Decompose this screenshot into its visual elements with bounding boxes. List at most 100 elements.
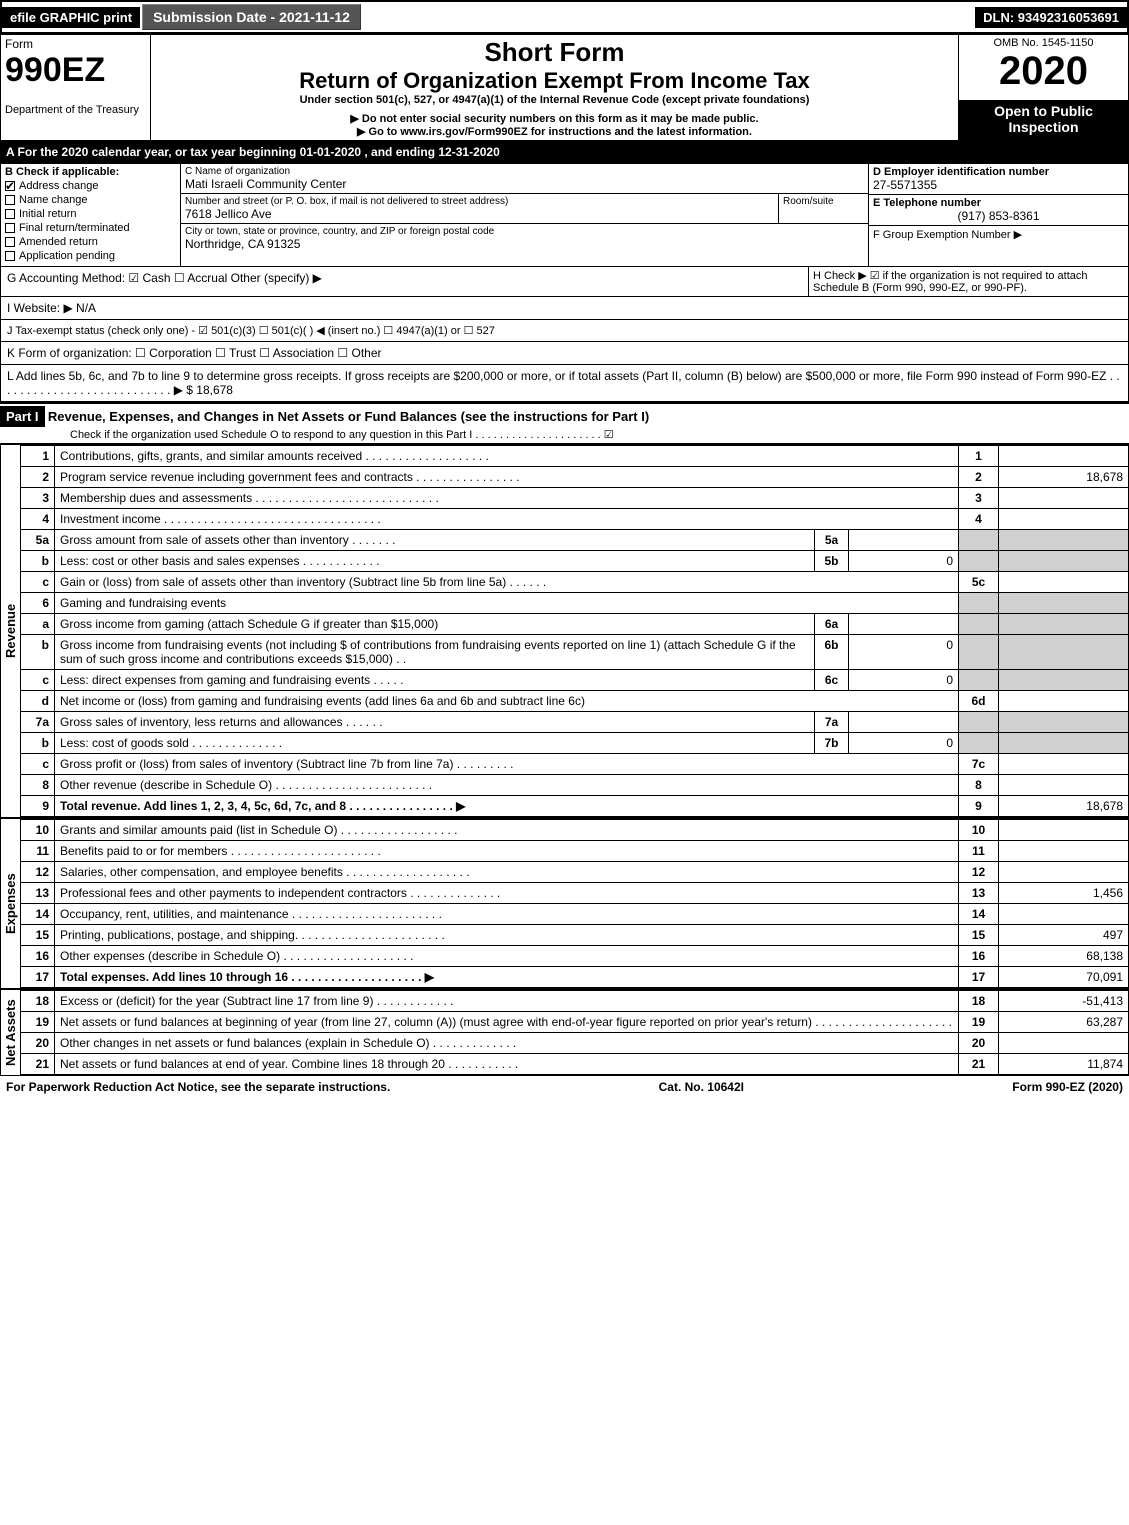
line-6b: bGross income from fundraising events (n…	[21, 635, 1129, 670]
expenses-section: Expenses 10Grants and similar amounts pa…	[0, 817, 1129, 988]
line-11: 11Benefits paid to or for members . . . …	[21, 841, 1129, 862]
dln-label: DLN: 93492316053691	[975, 7, 1127, 28]
line-8: 8Other revenue (describe in Schedule O) …	[21, 775, 1129, 796]
line-6: 6Gaming and fundraising events	[21, 593, 1129, 614]
short-form-title: Short Form	[155, 37, 954, 68]
line-5a: 5aGross amount from sale of assets other…	[21, 530, 1129, 551]
check-name-change[interactable]: Name change	[5, 194, 176, 206]
omb-year-cell: OMB No. 1545-1150 2020	[959, 35, 1129, 101]
phone-value: (917) 853-8361	[873, 209, 1124, 223]
revenue-table: 1Contributions, gifts, grants, and simil…	[20, 445, 1129, 817]
line-20: 20Other changes in net assets or fund ba…	[21, 1033, 1129, 1054]
revenue-section: Revenue 1Contributions, gifts, grants, a…	[0, 443, 1129, 817]
check-amended-return[interactable]: Amended return	[5, 236, 176, 248]
form-of-org-line: K Form of organization: ☐ Corporation ☐ …	[1, 341, 1128, 364]
line-5c: cGain or (loss) from sale of assets othe…	[21, 572, 1129, 593]
line-12: 12Salaries, other compensation, and empl…	[21, 862, 1129, 883]
form-word: Form	[5, 37, 146, 51]
org-name: Mati Israeli Community Center	[185, 177, 864, 191]
checkbox-icon	[5, 223, 15, 233]
meta-block: G Accounting Method: ☑ Cash ☐ Accrual Ot…	[0, 267, 1129, 402]
line-13: 13Professional fees and other payments t…	[21, 883, 1129, 904]
part1-check-o: Check if the organization used Schedule …	[0, 429, 614, 441]
checkbox-icon	[5, 209, 15, 219]
line-18: 18Excess or (deficit) for the year (Subt…	[21, 991, 1129, 1012]
netassets-label: Net Assets	[0, 990, 20, 1075]
group-exemption-label: F Group Exemption Number ▶	[873, 228, 1124, 241]
c-street-label: Number and street (or P. O. box, if mail…	[185, 196, 774, 207]
line-7b: bLess: cost of goods sold . . . . . . . …	[21, 733, 1129, 754]
line-6c: cLess: direct expenses from gaming and f…	[21, 670, 1129, 691]
page-footer: For Paperwork Reduction Act Notice, see …	[0, 1075, 1129, 1098]
tax-year: 2020	[963, 49, 1124, 94]
netassets-section: Net Assets 18Excess or (deficit) for the…	[0, 988, 1129, 1075]
ssn-warning: ▶ Do not enter social security numbers o…	[155, 112, 954, 125]
line-14: 14Occupancy, rent, utilities, and mainte…	[21, 904, 1129, 925]
efile-label: efile GRAPHIC print	[2, 7, 140, 28]
subtitle: Under section 501(c), 527, or 4947(a)(1)…	[155, 94, 954, 106]
org-street: 7618 Jellico Ave	[185, 207, 774, 221]
part1-title: Revenue, Expenses, and Changes in Net As…	[48, 409, 649, 424]
cat-no: Cat. No. 10642I	[659, 1080, 744, 1094]
line-4: 4Investment income . . . . . . . . . . .…	[21, 509, 1129, 530]
part1-label: Part I	[0, 406, 45, 427]
org-info-section: B Check if applicable: Address change Na…	[0, 163, 1129, 267]
return-title: Return of Organization Exempt From Incom…	[155, 68, 954, 94]
line-7a: 7aGross sales of inventory, less returns…	[21, 712, 1129, 733]
ein-label: D Employer identification number	[873, 166, 1124, 178]
paperwork-notice: For Paperwork Reduction Act Notice, see …	[6, 1080, 390, 1094]
revenue-label: Revenue	[0, 445, 20, 817]
omb-number: OMB No. 1545-1150	[963, 37, 1124, 49]
room-suite-label: Room/suite	[778, 194, 868, 223]
line-21: 21Net assets or fund balances at end of …	[21, 1054, 1129, 1075]
line-1: 1Contributions, gifts, grants, and simil…	[21, 446, 1129, 467]
schedule-b-check: H Check ▶ ☑ if the organization is not r…	[808, 267, 1128, 296]
line-6a: aGross income from gaming (attach Schedu…	[21, 614, 1129, 635]
title-cell: Short Form Return of Organization Exempt…	[151, 35, 959, 141]
line-19: 19Net assets or fund balances at beginni…	[21, 1012, 1129, 1033]
top-bar: efile GRAPHIC print Submission Date - 20…	[0, 0, 1129, 34]
checkbox-icon	[5, 181, 15, 191]
submission-date-button[interactable]: Submission Date - 2021-11-12	[142, 4, 361, 30]
checkbox-icon	[5, 251, 15, 261]
line-6d: dNet income or (loss) from gaming and fu…	[21, 691, 1129, 712]
line-10: 10Grants and similar amounts paid (list …	[21, 820, 1129, 841]
ein-value: 27-5571355	[873, 178, 1124, 192]
form-id-cell: Form 990EZ Department of the Treasury	[1, 35, 151, 141]
form-ref: Form 990-EZ (2020)	[1012, 1080, 1123, 1094]
checkbox-icon	[5, 195, 15, 205]
line-l-text: L Add lines 5b, 6c, and 7b to line 9 to …	[7, 369, 1120, 397]
gross-receipts-line: L Add lines 5b, 6c, and 7b to line 9 to …	[1, 364, 1128, 401]
check-address-change[interactable]: Address change	[5, 180, 176, 192]
tax-exempt-status-line: J Tax-exempt status (check only one) - ☑…	[1, 319, 1128, 341]
check-initial-return[interactable]: Initial return	[5, 208, 176, 220]
box-c: C Name of organization Mati Israeli Comm…	[181, 164, 868, 266]
tax-period-line: A For the 2020 calendar year, or tax yea…	[0, 141, 1129, 163]
line-5b: bLess: cost or other basis and sales exp…	[21, 551, 1129, 572]
check-application-pending[interactable]: Application pending	[5, 250, 176, 262]
line-9: 9Total revenue. Add lines 1, 2, 3, 4, 5c…	[21, 796, 1129, 817]
netassets-table: 18Excess or (deficit) for the year (Subt…	[20, 990, 1129, 1075]
check-final-return[interactable]: Final return/terminated	[5, 222, 176, 234]
box-b-checks: B Check if applicable: Address change Na…	[1, 164, 181, 266]
part1-header: Part I Revenue, Expenses, and Changes in…	[0, 402, 1129, 443]
goto-link[interactable]: ▶ Go to www.irs.gov/Form990EZ for instru…	[155, 125, 954, 138]
line-16: 16Other expenses (describe in Schedule O…	[21, 946, 1129, 967]
box-def: D Employer identification number 27-5571…	[868, 164, 1128, 266]
line-2: 2Program service revenue including gover…	[21, 467, 1129, 488]
phone-label: E Telephone number	[873, 197, 1124, 209]
line-7c: cGross profit or (loss) from sales of in…	[21, 754, 1129, 775]
form-number: 990EZ	[5, 51, 146, 90]
dept-label: Department of the Treasury	[5, 104, 146, 116]
c-city-label: City or town, state or province, country…	[185, 226, 864, 237]
open-to-public-badge: Open to Public Inspection	[959, 101, 1129, 141]
line-3: 3Membership dues and assessments . . . .…	[21, 488, 1129, 509]
line-15: 15Printing, publications, postage, and s…	[21, 925, 1129, 946]
line-l-amount: 18,678	[196, 383, 233, 397]
website-line: I Website: ▶ N/A	[1, 296, 1128, 319]
expenses-table: 10Grants and similar amounts paid (list …	[20, 819, 1129, 988]
accounting-method-line: G Accounting Method: ☑ Cash ☐ Accrual Ot…	[1, 267, 808, 296]
c-name-label: C Name of organization	[185, 166, 864, 177]
box-b-label: B Check if applicable:	[5, 166, 176, 178]
org-city: Northridge, CA 91325	[185, 237, 864, 251]
